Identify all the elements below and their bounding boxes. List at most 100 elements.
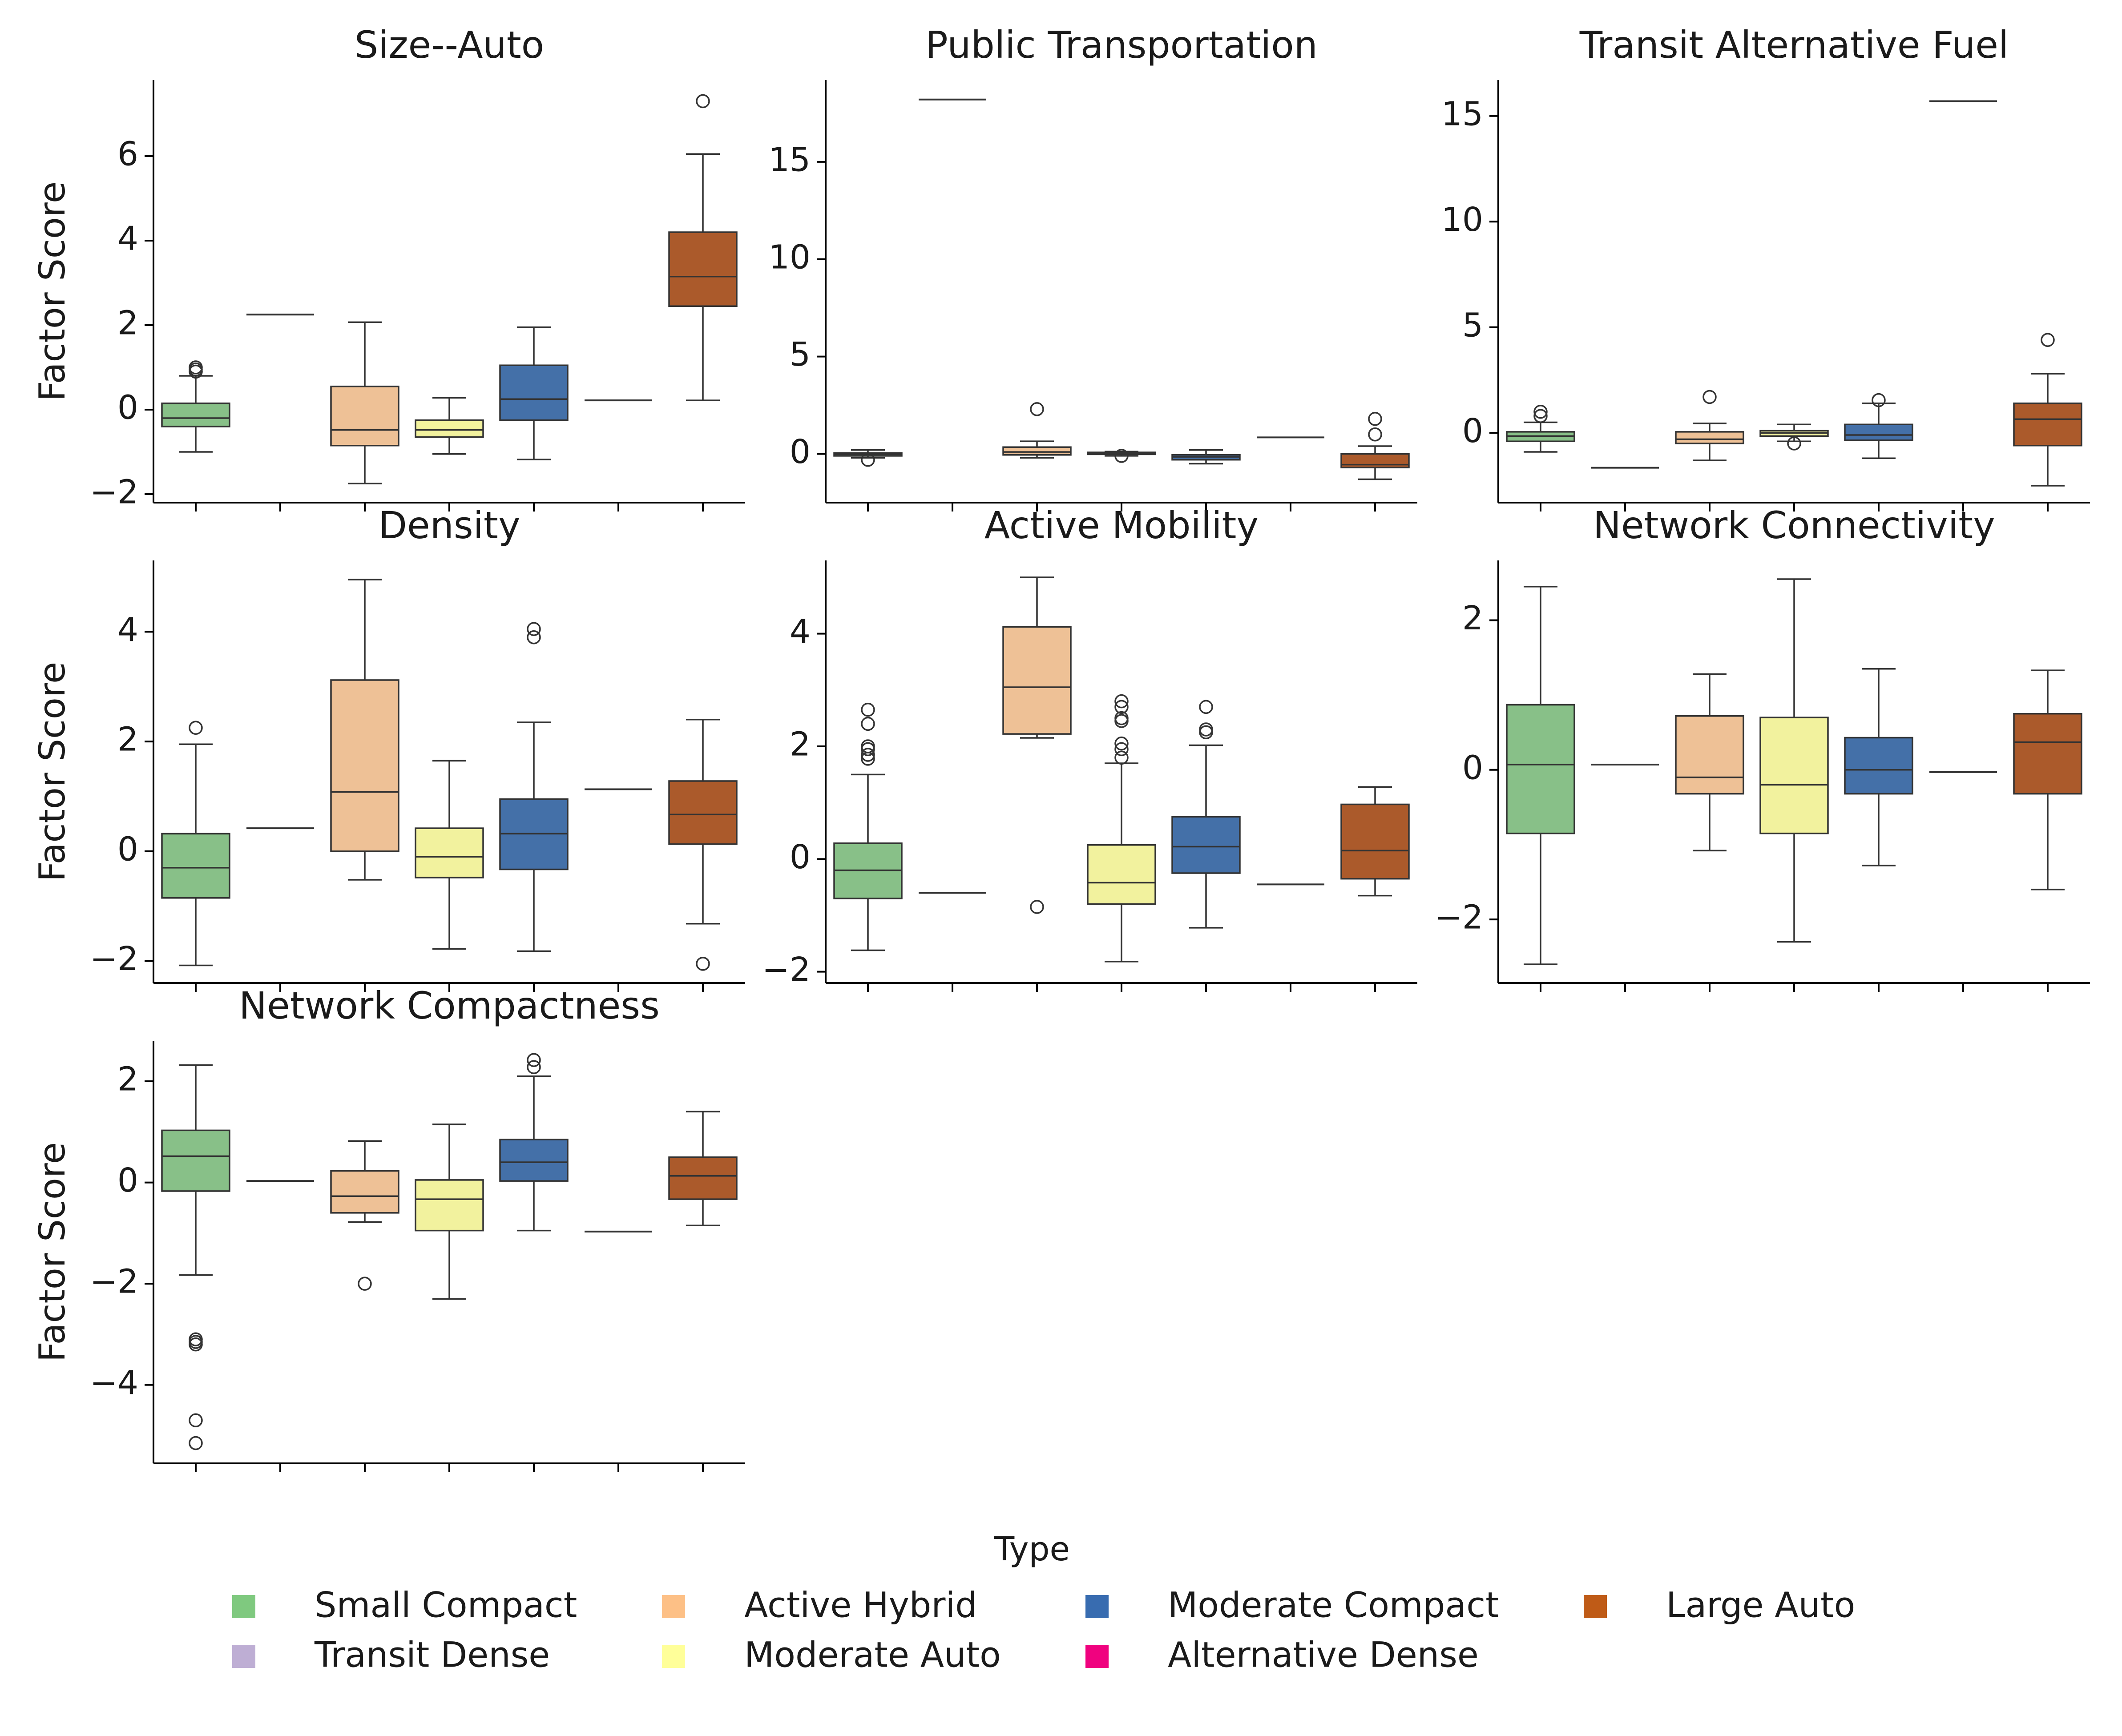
box-moderate-compact [1171, 449, 1241, 465]
box-moderate-compact [1171, 700, 1241, 929]
box-small-compact [161, 1064, 230, 1450]
box-iqr [1844, 423, 1913, 441]
box-active-hybrid [1675, 673, 1744, 852]
y-tick-label: −2 [90, 473, 138, 512]
outlier-point [1114, 700, 1129, 714]
legend-swatch [1584, 1595, 1607, 1618]
box-iqr [668, 1156, 738, 1200]
legend-swatch [1085, 1595, 1109, 1618]
box-moderate-compact [499, 1053, 569, 1232]
y-tick-label: −2 [762, 951, 811, 989]
legend-label: Active Hybrid [744, 1585, 977, 1625]
y-tick-label: 0 [117, 1161, 138, 1200]
box-iqr [499, 1139, 569, 1182]
panel-active-mobility: Active Mobility −2 0 2 4 [762, 503, 1417, 992]
outlier-point [1199, 722, 1213, 737]
box-active-hybrid [1002, 576, 1072, 914]
outlier-point [861, 748, 875, 762]
box-iqr [330, 679, 399, 852]
y-tick-label: −2 [90, 1263, 138, 1301]
outlier-point [189, 1413, 203, 1428]
box-iqr [1675, 715, 1744, 795]
box-large-auto [2013, 333, 2082, 487]
box-large-auto [668, 719, 738, 971]
box-iqr [1675, 431, 1744, 444]
y-tick-label: 15 [769, 141, 811, 179]
box-iqr [499, 364, 569, 421]
legend-swatch [662, 1645, 685, 1668]
outlier-point [861, 739, 875, 753]
panel-title: Transit Alternative Fuel [1579, 23, 2009, 67]
y-tick-label: 10 [1441, 201, 1483, 239]
box-iqr [415, 827, 484, 878]
box-iqr [161, 403, 230, 427]
box-iqr [330, 1170, 399, 1214]
box-large-auto [668, 94, 738, 401]
box-small-compact [1506, 405, 1575, 453]
legend-label: Large Auto [1666, 1585, 1855, 1625]
box-moderate-compact [1844, 668, 1913, 866]
y-tick-label: 4 [790, 612, 811, 651]
panel-network-compactness: Network Compactness −4 −2 0 2 Factor Score [32, 984, 745, 1472]
y-tick-label: 4 [117, 220, 138, 258]
outlier-point [527, 630, 541, 644]
box-iqr [1171, 816, 1241, 874]
outlier-point [1533, 405, 1548, 419]
y-axis-label: Factor Score [32, 181, 73, 401]
box-moderate-compact [499, 326, 569, 460]
outlier-point [861, 717, 875, 731]
box-iqr [1002, 626, 1072, 735]
y-tick-label: 2 [117, 304, 138, 342]
outlier-point [1199, 700, 1213, 714]
outlier-point [189, 360, 203, 375]
box-small-compact [1506, 586, 1575, 965]
outlier-point [189, 1337, 203, 1352]
y-tick-label: 15 [1441, 95, 1483, 133]
box-moderate-compact [499, 622, 569, 952]
box-iqr [2013, 403, 2082, 447]
outlier-point [1533, 409, 1548, 423]
panel-title: Active Mobility [984, 503, 1259, 547]
y-tick-label: 2 [1462, 599, 1483, 637]
legend: Type Small Compact Transit Dense Active Hyb… [232, 1530, 1855, 1675]
box-moderate-auto [1087, 449, 1156, 463]
box-small-compact [161, 721, 230, 967]
box-iqr [1340, 803, 1410, 880]
y-tick-label: 2 [790, 725, 811, 764]
panel-title: Network Compactness [239, 984, 660, 1027]
box-moderate-auto [1759, 578, 1829, 943]
y-tick-label: 0 [790, 433, 811, 471]
outlier-point [1114, 714, 1129, 728]
legend-item-transit-dense: Transit Dense [232, 1635, 550, 1675]
y-tick-label: 0 [1462, 412, 1483, 450]
outlier-point [527, 1053, 541, 1067]
box-iqr [2013, 713, 2082, 795]
box-active-hybrid [330, 321, 399, 484]
box-iqr [1087, 844, 1156, 905]
outlier-point [2041, 333, 2055, 347]
outlier-point [1114, 742, 1129, 757]
box-active-hybrid [330, 1140, 399, 1291]
y-tick-label: −4 [90, 1364, 138, 1402]
outlier-point [1368, 427, 1382, 442]
box-iqr [161, 1129, 230, 1192]
box-active-hybrid [1675, 390, 1744, 461]
panel-density: Density −2 0 2 4 Factor Score [32, 503, 745, 992]
box-iqr [668, 780, 738, 845]
y-tick-label: 6 [117, 135, 138, 173]
box-moderate-auto [415, 397, 484, 455]
box-moderate-auto [1759, 423, 1829, 451]
box-large-auto [2013, 669, 2082, 890]
box-moderate-auto [415, 760, 484, 950]
outlier-point [1114, 750, 1129, 765]
panel-transit-alternative-fuel: Transit Alternative Fuel 0 5 10 15 [1441, 23, 2090, 512]
outlier-point [1114, 449, 1129, 463]
legend-item-moderate-auto: Moderate Auto [662, 1635, 1001, 1675]
box-iqr [1844, 737, 1913, 795]
box-moderate-auto [1087, 694, 1156, 963]
legend-item-alternative-dense: Alternative Dense [1085, 1635, 1479, 1675]
legend-label: Moderate Auto [744, 1635, 1001, 1675]
panel-title: Public Transportation [925, 23, 1318, 67]
panel-title: Size--Auto [355, 23, 544, 67]
